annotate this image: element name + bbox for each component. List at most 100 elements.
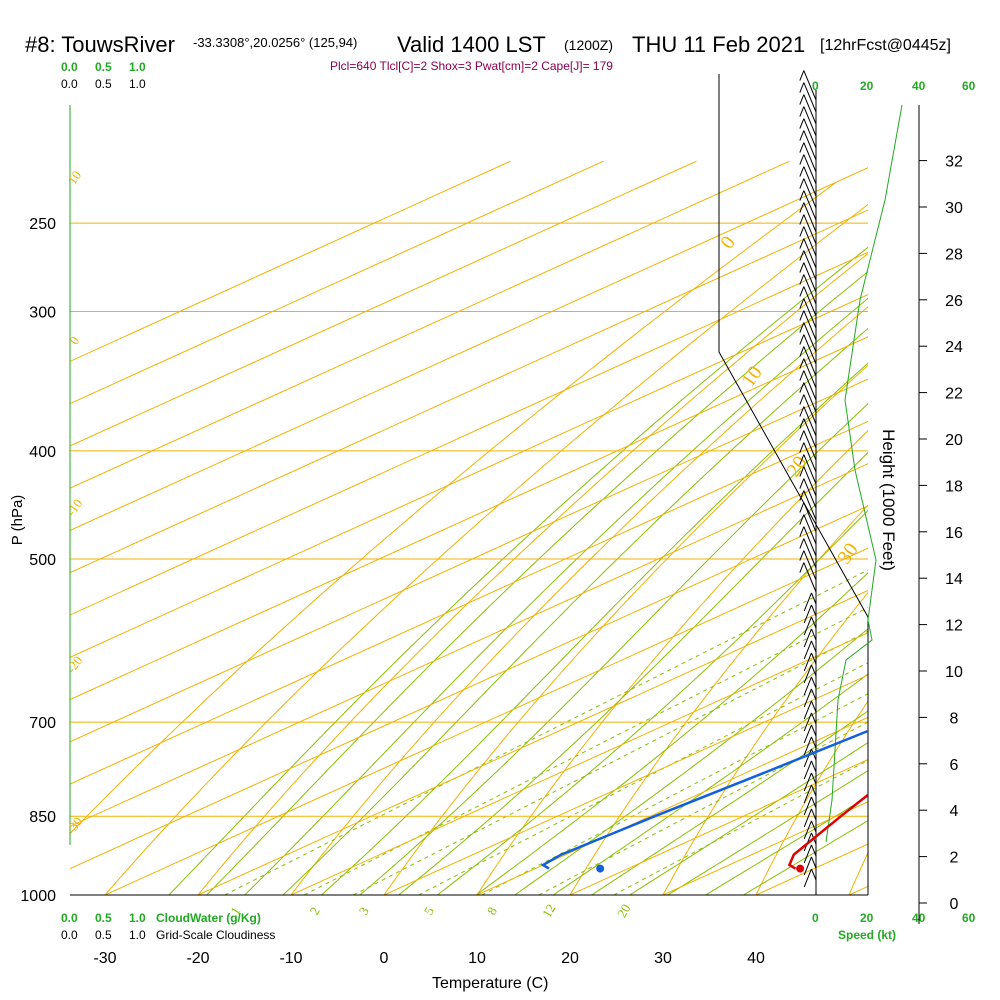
isotherm-label: 20 [782,452,811,481]
wind-barb-flag [803,664,812,684]
x-tick-label: -10 [279,950,302,967]
height-tick-label: 10 [945,664,963,681]
mixing-ratio-line [224,569,868,895]
dewpoint-line [540,729,868,870]
moist-adiabat-line [168,246,868,895]
wind-barb [803,454,817,485]
wind-barb [810,868,817,881]
wind-barb [803,226,817,257]
pressure-tick-label: 700 [29,715,56,732]
height-tick-label: 12 [945,618,963,635]
isotherm-line [70,209,868,574]
wind-barb-flag [799,502,805,513]
isotherm-line [70,505,868,870]
wind-barb-flag [799,346,805,357]
moist-adiabat-line [590,710,868,895]
isotherm-label: -30 [63,814,85,837]
isotherm-line [70,251,868,616]
x-tick-label: 30 [654,950,672,967]
height-tick-label: 24 [945,339,963,356]
wind-barb [810,796,817,809]
height-tick-label: 16 [945,525,963,542]
axes [69,74,920,924]
wind-barb [803,82,817,113]
forecast-date: THU 11 Feb 2021 [632,32,805,57]
wind-barb-flag [799,214,805,225]
wind-barb [810,856,817,869]
moist-adiabat-line [436,509,868,895]
dry-adiabat-line [934,183,1000,919]
wind-barb-flag [799,406,805,417]
wind-barb-flag [803,700,812,720]
wind-barb-flag [799,202,805,213]
speed-top-0: 0 [812,79,819,93]
pressure-tick-label: 1000 [20,888,56,905]
wind-barb [803,370,817,401]
moist-adiabat-line [628,742,868,895]
moist-adiabat-line [552,673,868,895]
wind-barb-flag [799,82,805,93]
isotherm-label: -20 [63,653,85,676]
height-tick-label: 30 [945,200,963,217]
wind-barb [810,688,817,701]
wind-barb [803,130,817,161]
wind-barb-flag [799,382,805,393]
wind-barb-flag [803,796,812,816]
cloudiness-scale-bottom-0: 0.0 [61,928,78,942]
wind-barb-flag [803,676,812,696]
wind-barb [803,274,817,305]
wind-barb [803,310,817,341]
pressure-tick-label: 300 [29,304,56,321]
wind-barb-flag [799,394,805,405]
isotherms [70,160,868,895]
wind-barb [803,298,817,329]
wind-barb-flag [803,736,812,756]
cloud-scale-top-2: 1.0 [129,60,146,74]
wind-barb-flag [799,562,805,573]
wind-barb [803,502,817,533]
x-tick-label: -20 [186,950,209,967]
mixing-ratio-label: 20 [614,901,633,920]
moist-adiabat-line [475,572,868,895]
wind-barb [803,70,817,101]
wind-barb-flag [803,592,812,612]
height-tick-label: 0 [950,896,959,913]
height-axis-title: Height (1000 Feet) [879,429,898,571]
zulu-time: (1200Z) [564,37,613,53]
speed-profile-line [825,104,903,843]
mixing-ratio-label: 2 [306,904,322,917]
surface-temperature-marker [796,864,805,873]
temperature-line [787,793,868,870]
cloud-scale-bottom-2: 1.0 [129,911,146,925]
wind-barb [803,526,817,557]
wind-barb-flag [803,772,812,792]
mixing-ratio-line [353,630,868,895]
wind-barb [803,286,817,317]
cloud-scale-top-0: 0.0 [61,60,78,74]
wind-barb-flag [803,808,812,828]
x-tick-label: 0 [380,950,389,967]
moist-adiabat-line [704,795,868,895]
wind-barb-flag [799,322,805,333]
wind-barb [810,652,817,665]
wind-barb-flag [803,784,812,804]
wind-barb-flag [799,118,805,129]
mixing-ratio-line [418,662,868,895]
wind-barb-flag [799,526,805,537]
wind-barb-flag [799,70,805,81]
wind-barb-flag [803,868,812,888]
wind-barb [803,346,817,377]
wind-barb-flag [799,310,805,321]
isotherm-line [70,160,604,405]
station-coords: -33.3308°,20.0256° (125,94) [193,35,357,50]
y-axis-title: P (hPa) [9,495,26,546]
wind-barb [810,760,817,773]
height-tick-label: 32 [945,154,963,171]
pressure-tick-label: 850 [29,809,56,826]
mixing-ratio-label: 12 [539,901,558,920]
speed-top-20: 20 [860,79,874,93]
wind-barb [803,382,817,413]
mixing-ratio-label: 8 [484,904,500,917]
wind-barb [803,166,817,197]
